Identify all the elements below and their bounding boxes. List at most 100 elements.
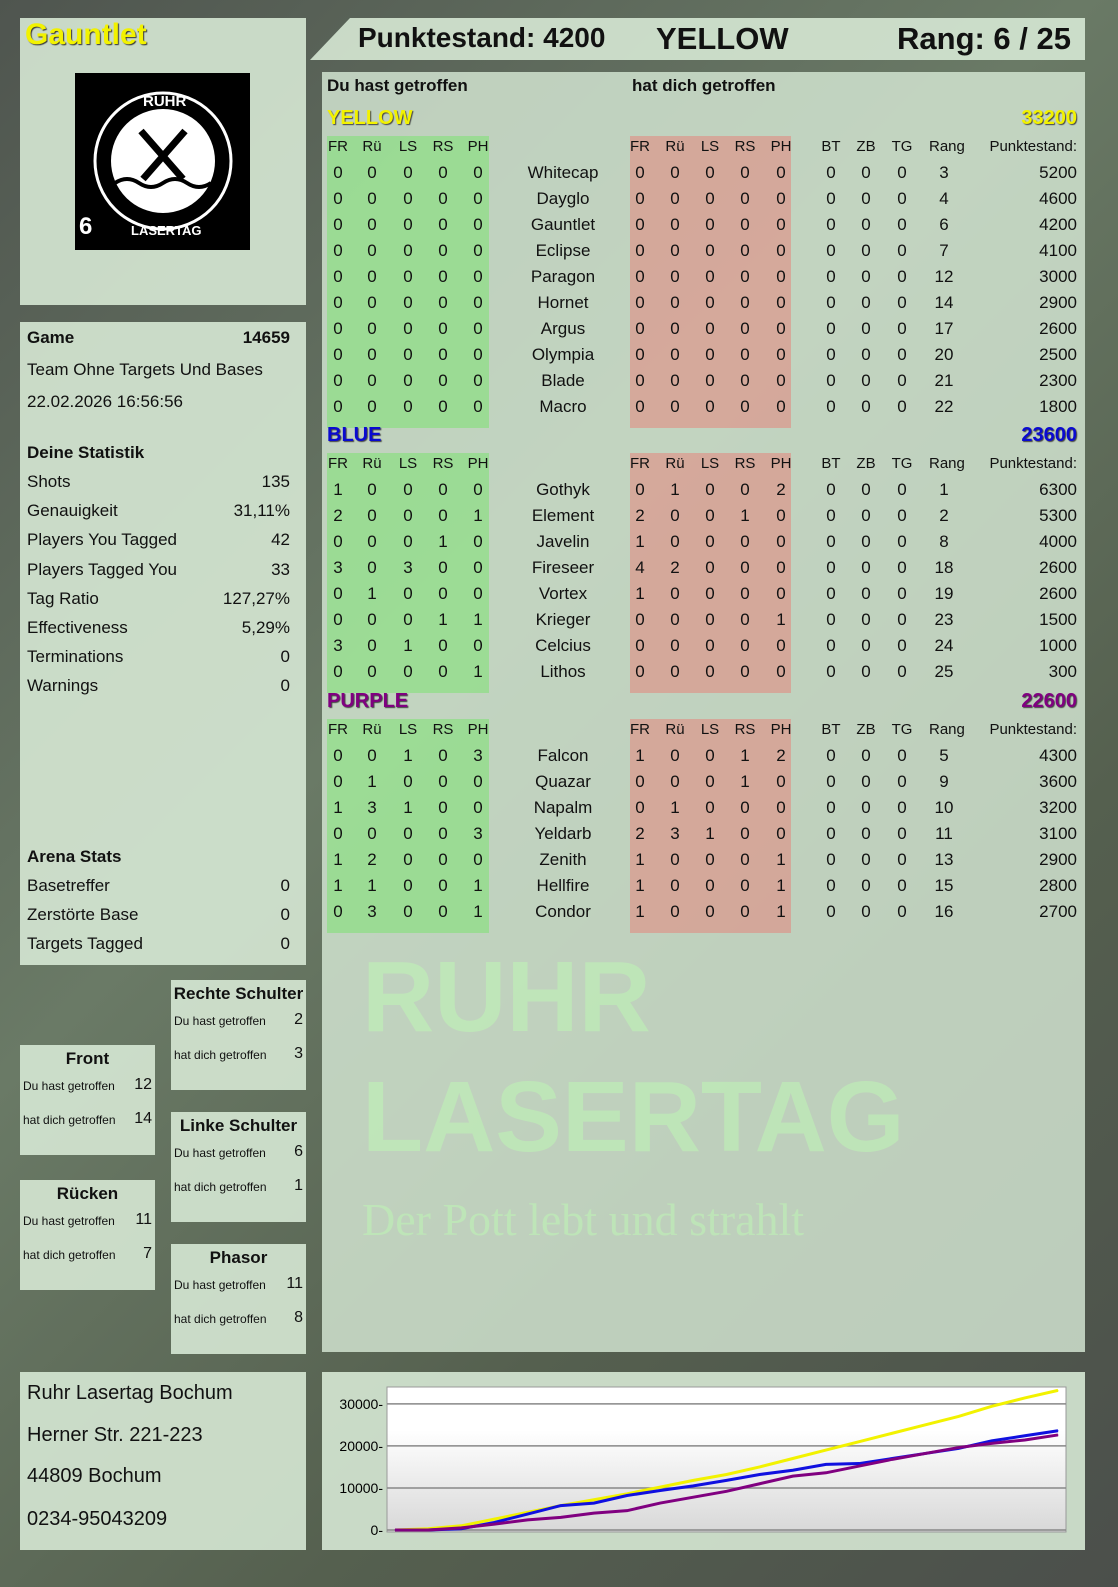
data-point — [891, 1458, 893, 1460]
stat-cell: 0 — [776, 215, 786, 234]
stat-cell: 2 — [939, 506, 949, 525]
stat-cell: 0 — [473, 215, 483, 234]
stat-cell: 0 — [740, 371, 750, 390]
stat-cell: 0 — [861, 397, 871, 416]
stat-cell: 0 — [367, 241, 377, 260]
stat-cell: 0 — [705, 480, 715, 499]
stat-label: Genauigkeit — [27, 501, 118, 521]
stat-cell: 0 — [670, 397, 680, 416]
stat-cell: 3 — [670, 824, 680, 843]
stat-cell: 0 — [861, 876, 871, 895]
stat-cell: 0 — [897, 798, 907, 817]
hit-you-column-bg — [630, 453, 791, 693]
stat-cell: 2900 — [1039, 293, 1077, 312]
stat-cell: 1 — [473, 876, 483, 895]
player-row: 0 0 0 0 0 Blade 0 0 0 0 0 0 0 0 21 2300 — [322, 371, 1085, 397]
player-row: 0 0 0 1 0 Javelin 1 0 0 0 0 0 0 0 8 4000 — [322, 532, 1085, 558]
stat-cell: 0 — [333, 824, 343, 843]
stat-cell: 0 — [403, 267, 413, 286]
arena-stat-label: Targets Tagged — [27, 934, 143, 953]
column-header: PH — [770, 138, 792, 155]
stat-cell: 3 — [473, 746, 483, 765]
data-point — [427, 1529, 429, 1531]
player-name-cell: Vortex — [538, 584, 588, 603]
data-point — [1024, 1435, 1026, 1437]
scoreboard-panel: Du hast getroffen hat dich getroffen RUH… — [322, 72, 1085, 1352]
hit-zone-label: hat dich getroffen — [174, 1312, 267, 1326]
stat-cell: 0 — [438, 319, 448, 338]
game-mode: Team Ohne Targets Und Bases — [27, 360, 263, 379]
stat-cell: 1 — [776, 876, 786, 895]
you-hit-column-bg — [327, 719, 489, 933]
stat-cell: 0 — [670, 746, 680, 765]
stat-cell: 0 — [333, 163, 343, 182]
hit-zone-hit-value: 2 — [294, 1011, 303, 1028]
stat-cell: 5 — [939, 746, 949, 765]
stat-cell: 0 — [403, 319, 413, 338]
stat-cell: 0 — [333, 189, 343, 208]
stat-cell: 0 — [473, 267, 483, 286]
hit-zone-hit-value: 11 — [135, 1211, 152, 1228]
stat-cell: 2 — [635, 506, 645, 525]
stat-cell: 0 — [826, 163, 836, 182]
stat-cell: 0 — [403, 480, 413, 499]
y-tick-label: 0- — [371, 1522, 384, 1538]
hit-zone-box: Rechte Schulter Du hast getroffen 2 hat dic… — [171, 980, 306, 1090]
stat-cell: 1 — [705, 824, 715, 843]
stat-cell: 5300 — [1039, 506, 1077, 525]
stat-cell: 0 — [776, 371, 786, 390]
player-name-cell: Whitecap — [527, 163, 599, 182]
stat-cell: 1 — [473, 662, 483, 681]
stat-cell: 0 — [333, 215, 343, 234]
stat-cell: 0 — [367, 163, 377, 182]
stat-cell: 0 — [635, 662, 645, 681]
stat-cell: 1 — [740, 506, 750, 525]
column-header: PH — [770, 721, 792, 738]
stat-cell: 0 — [333, 397, 343, 416]
stat-cell: 0 — [740, 267, 750, 286]
player-name-cell: Argus — [540, 319, 586, 338]
player-name-cell: Eclipse — [535, 241, 591, 260]
stat-cell: 0 — [438, 824, 448, 843]
stat-cell: 1000 — [1039, 636, 1077, 655]
stat-cell: 0 — [776, 267, 786, 286]
data-point — [726, 1490, 727, 1492]
stat-cell: 19 — [934, 584, 954, 603]
stat-cell: 0 — [861, 371, 871, 390]
player-name-cell: Hornet — [537, 293, 589, 312]
stat-cell: 3 — [333, 558, 343, 577]
column-header: Punktestand: — [989, 455, 1077, 472]
stat-cell: 0 — [438, 636, 448, 655]
stat-cell: 0 — [776, 506, 786, 525]
stat-cell: 0 — [826, 772, 836, 791]
stat-cell: 0 — [635, 798, 645, 817]
stat-cell: 1 — [473, 902, 483, 921]
stat-cell: 0 — [403, 902, 413, 921]
stat-cell: 0 — [705, 772, 715, 791]
y-tick-label: 20000- — [339, 1438, 383, 1454]
data-point — [493, 1518, 495, 1520]
player-row: 2 0 0 0 1 Element 2 0 0 1 0 0 0 0 2 5300 — [322, 506, 1085, 532]
player-name-cell: Falcon — [537, 746, 589, 765]
stat-cell: 0 — [403, 345, 413, 364]
hit-zone-title: Phasor — [209, 1248, 268, 1267]
stat-cell: 0 — [438, 850, 448, 869]
stat-label: Players You Tagged — [27, 530, 177, 550]
stat-cell: 0 — [367, 610, 377, 629]
hit-zone-hit-value: 6 — [294, 1143, 303, 1160]
data-point — [1057, 1434, 1059, 1436]
hit-zone-got-value: 3 — [294, 1045, 303, 1062]
data-point — [792, 1458, 794, 1459]
stat-cell: 0 — [897, 371, 907, 390]
stat-cell: 0 — [861, 241, 871, 260]
stat-cell: 0 — [826, 610, 836, 629]
stat-cell: 2700 — [1039, 902, 1077, 921]
stat-cell: 0 — [670, 902, 680, 921]
stat-cell: 0 — [473, 850, 483, 869]
player-name-cell: Lithos — [540, 662, 586, 681]
player-row: 0 0 0 0 0 Whitecap 0 0 0 0 0 0 0 0 3 5200 — [322, 163, 1085, 189]
stat-cell: 0 — [705, 397, 715, 416]
stat-cell: 0 — [740, 798, 750, 817]
stat-cell: 3000 — [1039, 267, 1077, 286]
stat-cell: 0 — [826, 371, 836, 390]
